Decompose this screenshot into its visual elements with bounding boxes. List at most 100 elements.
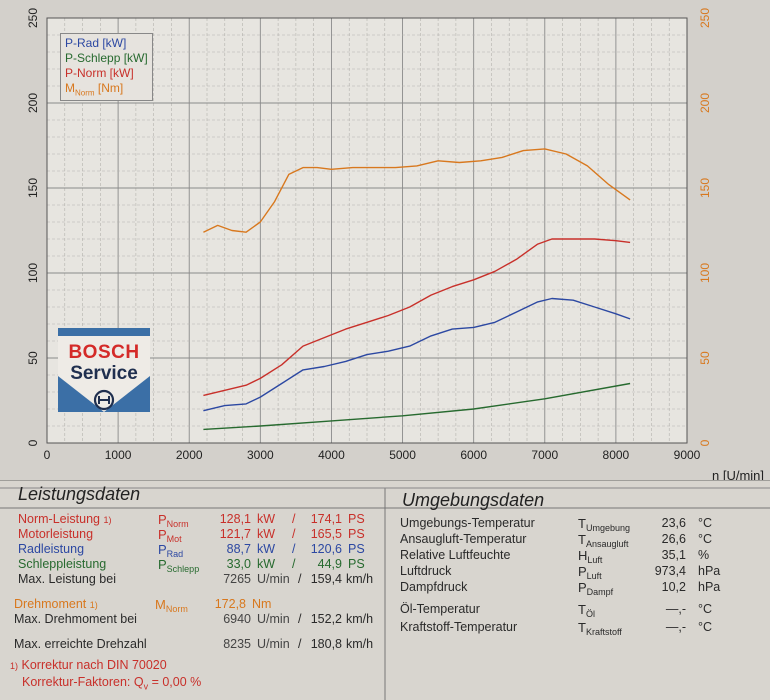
x-tick-label: 9000 — [674, 448, 701, 462]
x-tick-label: 4000 — [318, 448, 345, 462]
legend-item: P-Norm [kW] — [65, 66, 134, 80]
legend-item: MNorm [Nm] — [65, 81, 124, 98]
radleistung-symbol: PRad — [158, 542, 184, 559]
max-drehzahl-rpm-unit: U/min — [257, 637, 290, 651]
radleistung-ps-unit: PS — [348, 542, 365, 556]
umgebung-value: —,- — [665, 620, 686, 634]
umgebung-unit: °C — [698, 620, 713, 634]
max-drehmoment-label: Max. Drehmoment bei — [14, 612, 137, 626]
drehmoment-unit: Nm — [252, 597, 272, 611]
legend-item: P-Schlepp [kW] — [65, 51, 148, 65]
motorleistung-ps: 165,5 — [310, 527, 342, 541]
umgebung-unit: hPa — [698, 580, 721, 594]
leistungsdaten-title: Leistungsdaten — [18, 484, 141, 504]
max-drehzahl-speed-unit: km/h — [346, 637, 374, 651]
drehmoment-label: Drehmoment 1) — [14, 597, 98, 611]
schleppleistung-kw: 33,0 — [226, 557, 251, 571]
umgebung-symbol: TÖl — [578, 602, 595, 619]
plot-border — [46, 17, 688, 444]
motorleistung-ps-unit: PS — [348, 527, 365, 541]
logo-service: Service — [70, 363, 138, 384]
norm-leistung-ps: 174,1 — [310, 512, 342, 526]
umgebung-symbol: TUmgebung — [578, 516, 630, 533]
norm-leistung-kw: 128,1 — [219, 512, 251, 526]
korrektur-note: 1) Korrektur nach DIN 70020 — [10, 658, 167, 672]
y-right-tick-label: 0 — [698, 439, 712, 446]
umgebung-symbol: PDampf — [578, 580, 614, 597]
radleistung-kw: 88,7 — [226, 542, 251, 556]
umgebung-symbol: TAnsaugluft — [578, 532, 629, 549]
umgebung-value: 26,6 — [661, 532, 686, 546]
x-axis-unit: n [U/min] — [712, 468, 765, 483]
panel-frame — [0, 480, 770, 700]
umgebung-label: Luftdruck — [400, 564, 452, 578]
motorleistung-symbol: PMot — [158, 527, 182, 544]
umgebung-label: Ansaugluft-Temperatur — [400, 532, 527, 546]
umgebung-label: Dampfdruck — [400, 580, 468, 594]
schleppleistung-ps-unit: PS — [348, 557, 365, 571]
schleppleistung-ps: 44,9 — [317, 557, 342, 571]
norm-leistung-symbol: PNorm — [158, 512, 189, 529]
umgebung-unit: °C — [698, 532, 713, 546]
series-lines — [203, 148, 631, 431]
max-drehmoment-rpm: 6940 — [223, 612, 251, 626]
x-tick-label: 0 — [44, 448, 51, 462]
x-tick-label: 3000 — [247, 448, 274, 462]
motorleistung-label: Motorleistung — [18, 527, 94, 541]
x-tick-label: 5000 — [389, 448, 416, 462]
max-drehzahl-speed: 180,8 — [310, 637, 342, 651]
max-drehzahl-label: Max. erreichte Drehzahl — [14, 637, 147, 651]
legend-item: P-Rad [kW] — [65, 36, 127, 50]
schleppleistung-kw-unit: kW — [257, 557, 276, 571]
umgebung-unit: % — [698, 548, 710, 562]
x-tick-label: 6000 — [460, 448, 487, 462]
radleistung-kw-unit: kW — [257, 542, 276, 556]
drehmoment-value: 172,8 — [214, 597, 246, 611]
tick-labels: 0 1000 2000 3000 4000 5000 6000 7000 8000 9000050… — [26, 8, 712, 462]
norm-leistung-sep: / — [292, 512, 296, 526]
umgebung-label: Relative Luftfeuchte — [400, 548, 511, 562]
y-left-tick-label: 150 — [26, 178, 40, 198]
umgebung-label: Umgebungs-Temperatur — [400, 516, 535, 530]
radleistung-ps: 120,6 — [310, 542, 342, 556]
x-tick-label: 1000 — [105, 448, 132, 462]
y-left-tick-label: 50 — [26, 351, 40, 365]
y-left-tick-label: 200 — [26, 93, 40, 113]
max-leistung-sep: / — [298, 572, 302, 586]
bosch-service-logo: BOSCH Service — [58, 328, 150, 412]
umgebung-symbol: PLuft — [578, 564, 602, 581]
max-drehmoment-rpm-unit: U/min — [257, 612, 290, 626]
series-line — [203, 238, 631, 397]
y-right-tick-label: 150 — [698, 178, 712, 198]
x-tick-label: 7000 — [531, 448, 558, 462]
max-drehmoment-speed-unit: km/h — [346, 612, 374, 626]
umgebungsdaten-title: Umgebungsdaten — [402, 490, 545, 510]
radleistung-sep: / — [292, 542, 296, 556]
motorleistung-kw: 121,7 — [219, 527, 251, 541]
logo-triangle-icon — [58, 376, 150, 412]
axes — [46, 17, 688, 444]
drehmoment-symbol: MNorm — [155, 597, 188, 614]
y-left-tick-label: 250 — [26, 8, 40, 28]
korrektur-faktoren: Korrektur-Faktoren: Qv = 0,00 % — [22, 675, 202, 692]
y-right-tick-label: 200 — [698, 93, 712, 113]
umgebung-unit: hPa — [698, 564, 721, 578]
series-line — [203, 382, 631, 431]
schleppleistung-symbol: PSchlepp — [158, 557, 200, 574]
umgebung-value: 23,6 — [661, 516, 686, 530]
x-tick-label: 2000 — [176, 448, 203, 462]
y-right-tick-label: 250 — [698, 8, 712, 28]
radleistung-label: Radleistung — [18, 542, 85, 556]
y-left-tick-label: 100 — [26, 263, 40, 283]
y-right-tick-label: 50 — [698, 351, 712, 365]
series-line — [203, 148, 631, 233]
max-drehzahl-sep: / — [298, 637, 302, 651]
motorleistung-kw-unit: kW — [257, 527, 276, 541]
max-drehmoment-sep: / — [298, 612, 302, 626]
max-leistung-speed-unit: km/h — [346, 572, 374, 586]
max-leistung-label: Max. Leistung bei — [18, 572, 116, 586]
umgebung-value: 10,2 — [661, 580, 686, 594]
norm-leistung-ps-unit: PS — [348, 512, 365, 526]
norm-leistung-label: Norm-Leistung 1) — [18, 512, 112, 526]
umgebung-value: 35,1 — [661, 548, 686, 562]
